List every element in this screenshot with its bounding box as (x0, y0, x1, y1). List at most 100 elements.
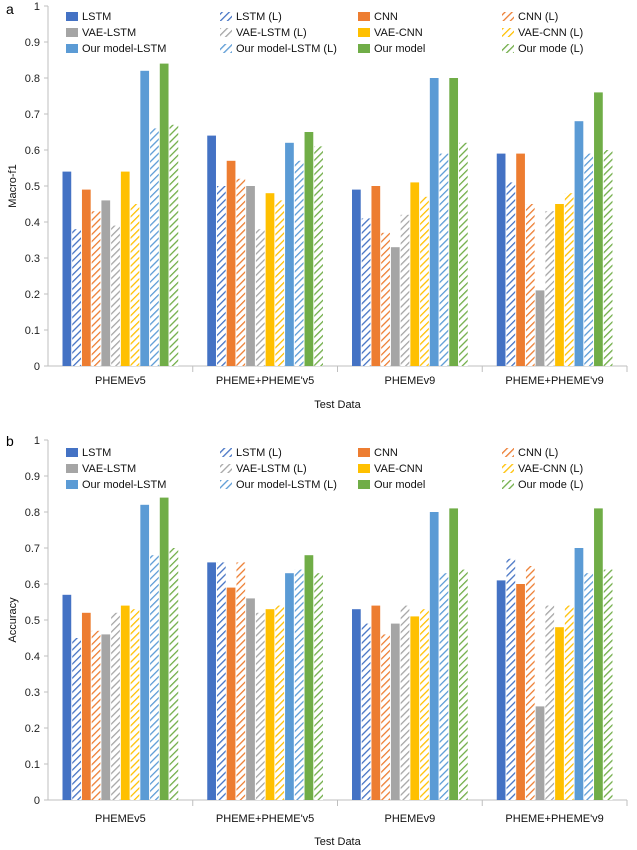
legend-swatch (66, 480, 78, 489)
y-tick-label: 0 (34, 361, 40, 373)
bar (390, 247, 400, 366)
bar (449, 78, 459, 366)
y-tick-label: 0.7 (25, 543, 40, 555)
legend-item: Our model-LSTM (66, 43, 166, 55)
bar (390, 623, 400, 800)
bar (516, 584, 525, 800)
bar (111, 225, 120, 366)
legend-item: VAE-CNN (358, 27, 423, 39)
bar (101, 634, 111, 800)
bar (410, 616, 420, 800)
bar (304, 132, 314, 366)
y-tick-label: 0.9 (25, 471, 40, 483)
x-tick-label: PHEMEv5 (95, 813, 146, 825)
bar (459, 569, 468, 800)
legend-label: LSTM (82, 11, 111, 23)
legend-swatch (358, 44, 370, 53)
y-axis-label: Macro-f1 (7, 164, 19, 207)
legend-label: VAE-LSTM (L) (236, 27, 307, 39)
y-tick-label: 0.9 (25, 37, 40, 49)
bar (169, 124, 179, 366)
panel-label: b (6, 433, 14, 449)
bar (72, 229, 81, 366)
legend-label: Our model-LSTM (L) (236, 479, 337, 491)
legend-swatch (358, 480, 370, 489)
bar (285, 573, 294, 800)
y-tick-label: 0.5 (25, 615, 40, 627)
x-tick-label: PHEME+PHEME'v9 (505, 375, 603, 387)
y-tick-label: 0.7 (25, 109, 40, 121)
legend-label: VAE-CNN (L) (518, 27, 583, 39)
bar (535, 706, 545, 800)
bar (140, 70, 150, 367)
bar (352, 609, 361, 800)
legend-item: VAE-CNN (L) (502, 27, 583, 39)
chart-panel-b: b 0 0.1 0.2 0.3 0.4 0.5 0.6 0.7 0.8 0.9 1 Accuracy PH… (6, 433, 628, 848)
legend-label: LSTM (L) (236, 11, 282, 23)
bar (91, 630, 101, 800)
legend-swatch (502, 480, 514, 489)
bar (265, 193, 275, 366)
legend-label: Our model-LSTM (82, 43, 166, 55)
bar (525, 566, 535, 800)
bar (449, 508, 459, 800)
y-tick-label: 0.2 (25, 723, 40, 735)
x-tick-label: PHEME+PHEME'v5 (216, 813, 314, 825)
bar (400, 214, 410, 366)
legend-item: Our model-LSTM (66, 479, 166, 491)
legend-item: VAE-LSTM (66, 463, 136, 475)
legend-swatch (220, 448, 232, 457)
bar (72, 638, 81, 800)
bar (594, 92, 603, 367)
legend-item: CNN (L) (502, 11, 558, 23)
y-tick-label: 0.6 (25, 579, 40, 591)
legend-swatch (220, 44, 232, 53)
bar (91, 211, 101, 366)
bar (216, 186, 226, 366)
bar (275, 605, 285, 800)
bar (236, 562, 246, 800)
legend-item: Our model (358, 479, 425, 491)
bar (304, 555, 314, 800)
legend-item: Our model-LSTM (L) (220, 479, 337, 491)
legend-label: LSTM (L) (236, 447, 282, 459)
legend: LSTM LSTM (L) CNN CNN (L) VAE-LSTM VAE-LSTM (… (66, 447, 583, 491)
bar (545, 211, 555, 366)
bar (150, 555, 159, 800)
y-tick-label: 0.4 (25, 217, 40, 229)
bar (246, 186, 255, 366)
y-tick-label: 0.3 (25, 687, 40, 699)
legend-swatch (66, 44, 78, 53)
bar (361, 218, 371, 366)
bar (216, 562, 226, 800)
y-tick-label: 0.8 (25, 73, 40, 85)
x-axis-label: Test Data (314, 399, 361, 411)
legend-label: CNN (L) (518, 447, 558, 459)
legend-swatch (358, 12, 370, 21)
legend-label: LSTM (82, 447, 111, 459)
bar (584, 573, 594, 800)
x-tick-label: PHEME+PHEME'v9 (505, 813, 603, 825)
legend-label: VAE-CNN (L) (518, 463, 583, 475)
bar (159, 497, 169, 800)
x-axis-label: Test Data (314, 836, 361, 848)
legend-swatch (502, 464, 514, 473)
bar (525, 204, 535, 366)
bar (207, 562, 216, 800)
bar (564, 605, 574, 800)
bar (506, 558, 516, 800)
legend-item: LSTM (66, 11, 111, 23)
bar (246, 598, 255, 800)
bar (516, 153, 525, 366)
y-tick-label: 0.3 (25, 253, 40, 265)
bar (371, 605, 381, 800)
legend-label: Our model-LSTM (L) (236, 43, 337, 55)
legend-swatch (66, 448, 78, 457)
bar (255, 229, 265, 366)
legend-label: VAE-CNN (374, 463, 423, 475)
x-tick-label: PHEMEv5 (95, 375, 146, 387)
bar (265, 609, 275, 800)
legend-label: VAE-CNN (374, 27, 423, 39)
y-tick-label: 0.8 (25, 507, 40, 519)
